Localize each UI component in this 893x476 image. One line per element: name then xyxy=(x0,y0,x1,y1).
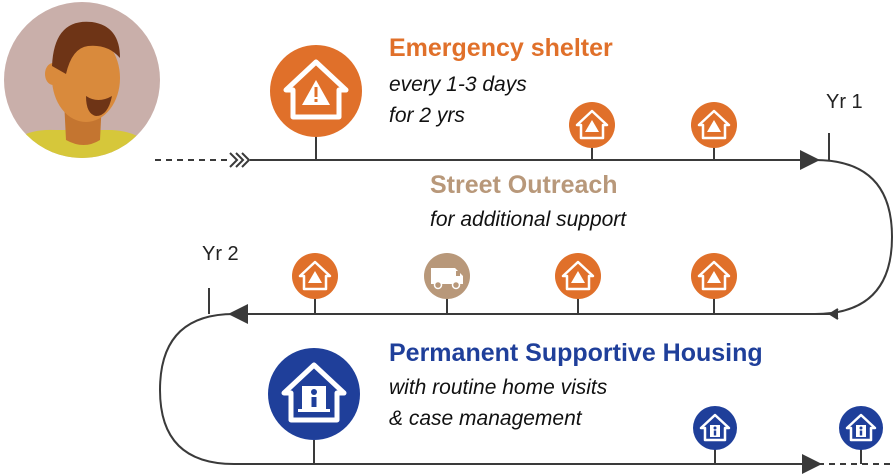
arrow-right-head xyxy=(828,308,839,320)
curve-right xyxy=(814,159,893,315)
housing-title: Permanent Supportive Housing xyxy=(389,339,763,367)
row1-timeline xyxy=(155,150,820,170)
house-warning-icon xyxy=(555,253,601,299)
housing-case-management: & case management xyxy=(389,407,582,430)
house-person-icon xyxy=(839,406,883,450)
house-person-icon xyxy=(693,406,737,450)
house-warning-icon xyxy=(691,102,737,148)
curve-left xyxy=(158,313,235,465)
year2-marker: Yr 2 xyxy=(202,243,239,265)
house-warning-icon xyxy=(691,253,737,299)
outreach-van-icon xyxy=(424,253,470,299)
outreach-title: Street Outreach xyxy=(430,171,618,199)
housing-visits: with routine home visits xyxy=(389,376,608,399)
house-warning-icon xyxy=(292,253,338,299)
emergency-title: Emergency shelter xyxy=(389,34,613,62)
year1-marker: Yr 1 xyxy=(826,91,863,113)
person-avatar xyxy=(4,2,160,158)
icon-stems xyxy=(313,136,862,464)
house-warning-icon xyxy=(569,102,615,148)
house-person-icon xyxy=(268,348,360,440)
house-warning-icon xyxy=(270,45,362,137)
emergency-duration: for 2 yrs xyxy=(389,104,465,127)
emergency-frequency: every 1-3 days xyxy=(389,73,527,96)
outreach-description: for additional support xyxy=(430,208,627,231)
